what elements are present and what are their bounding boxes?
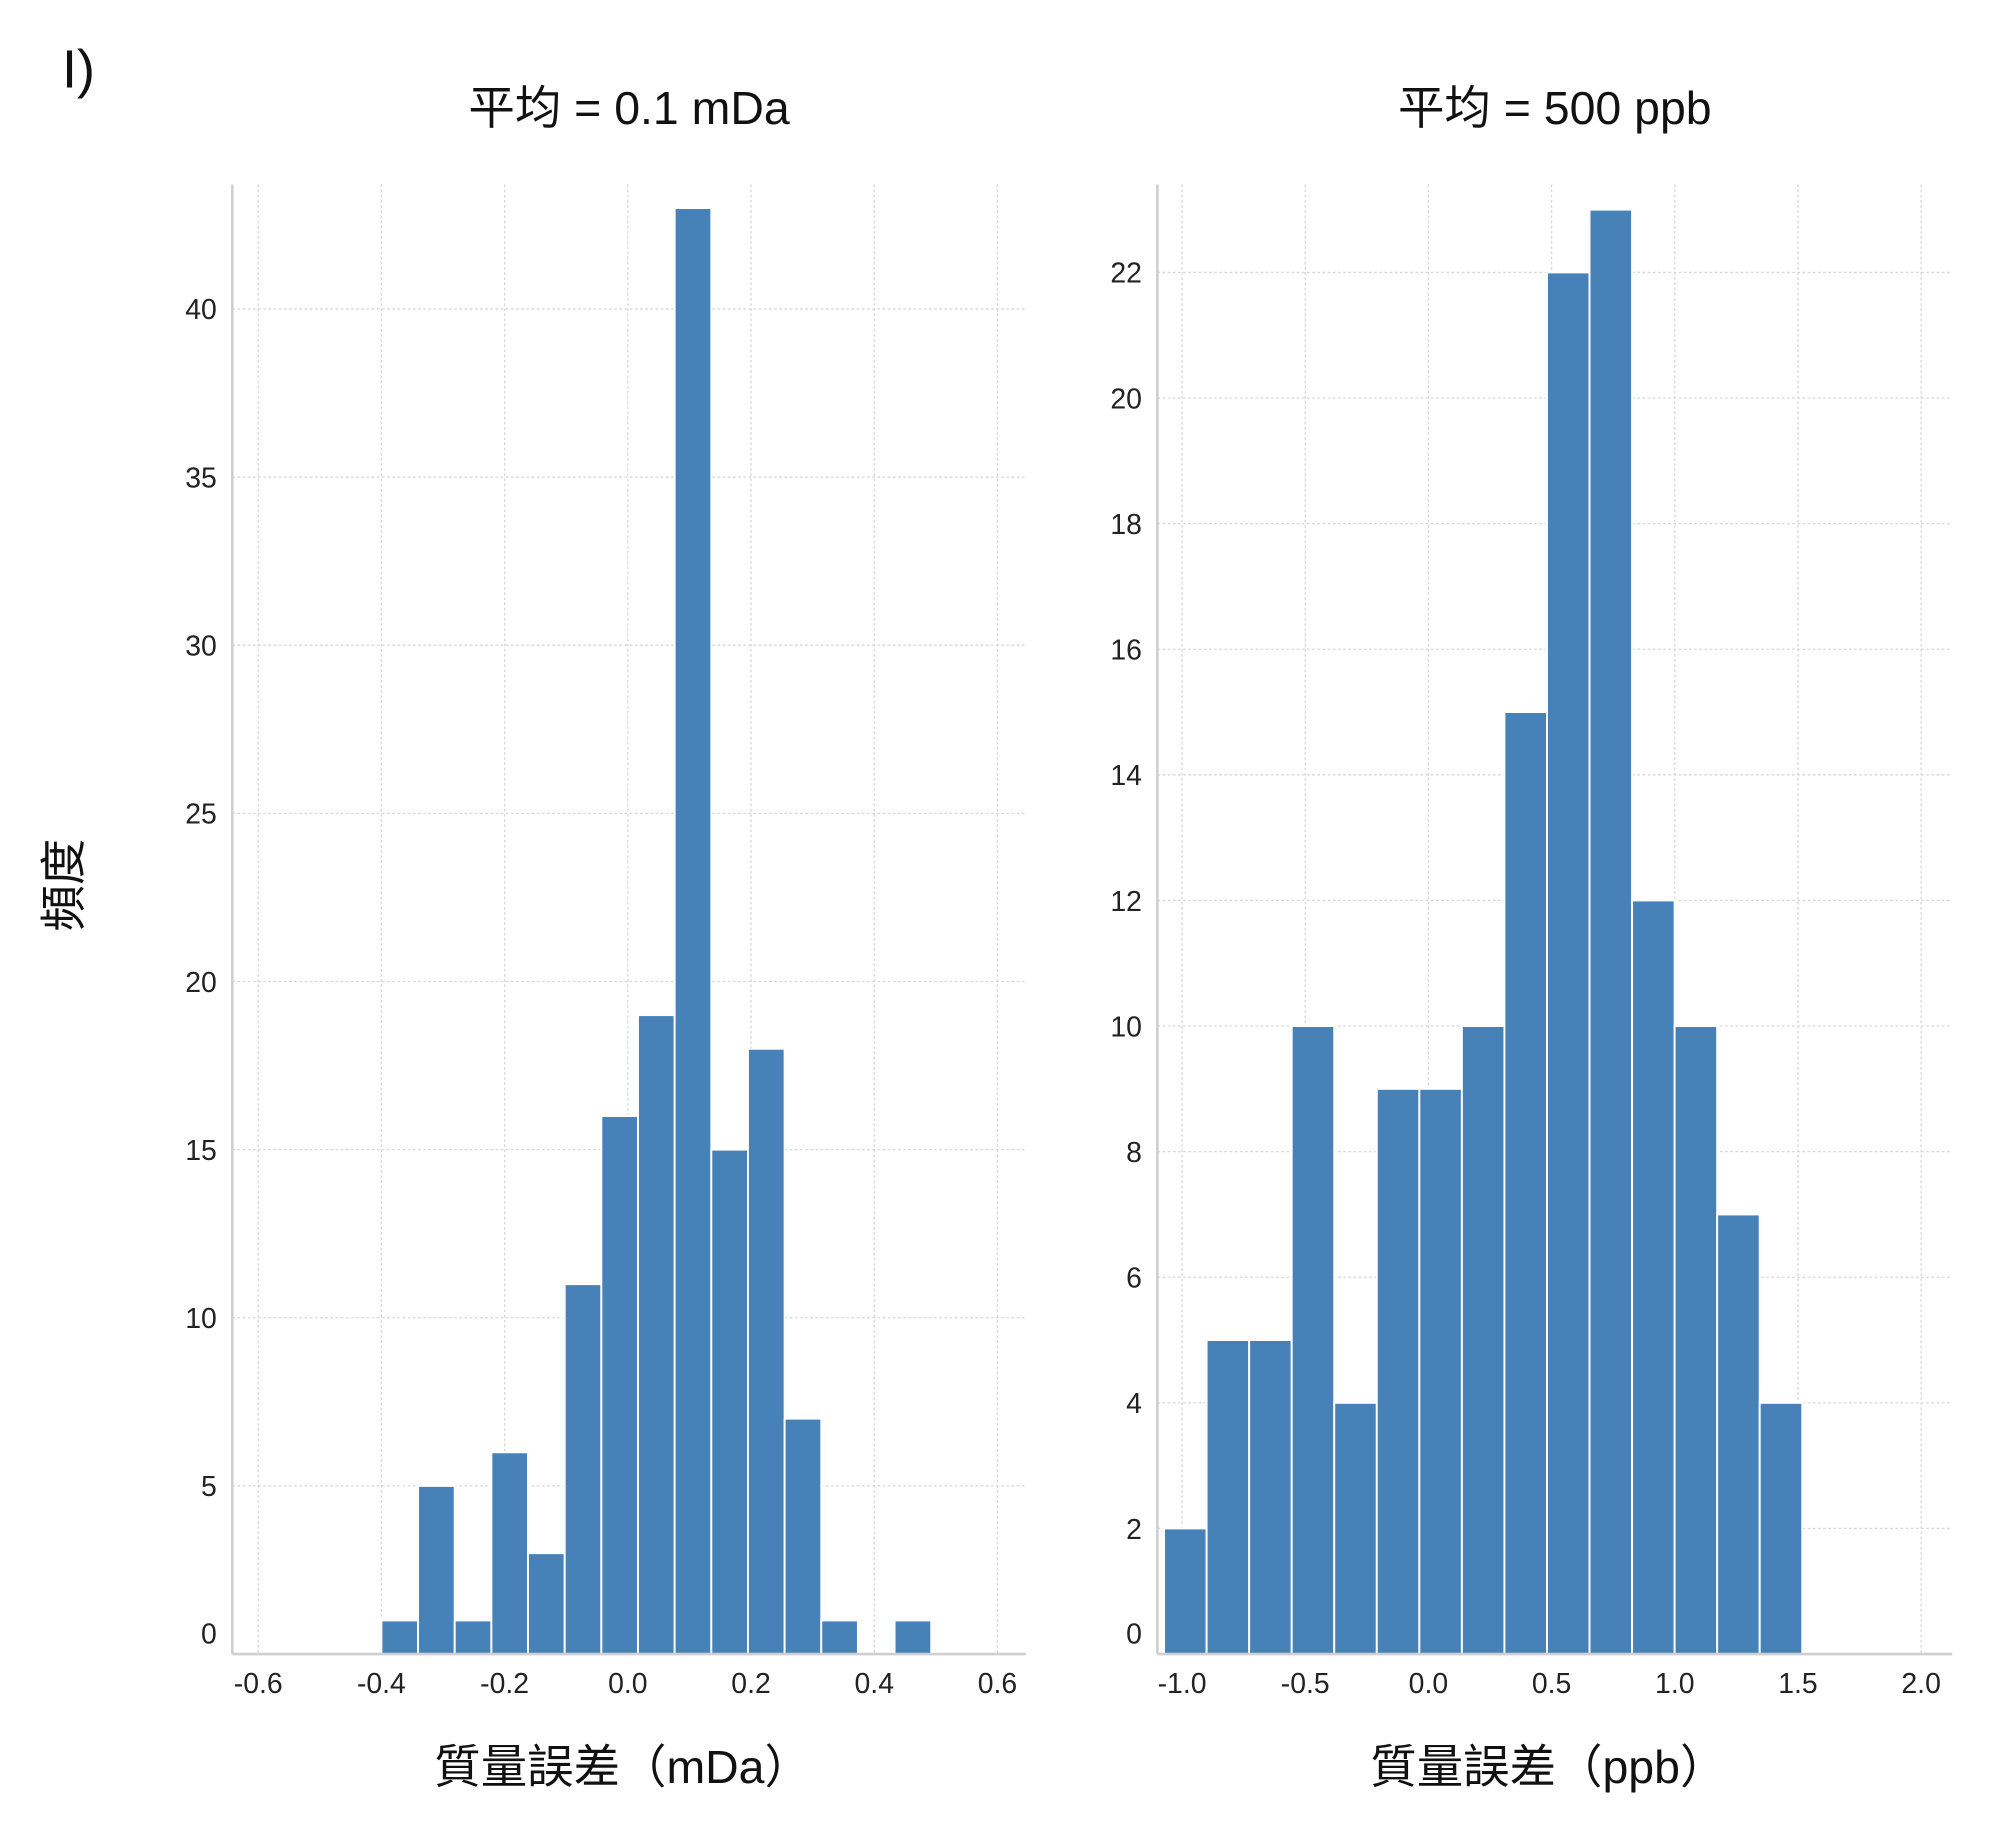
x-axis-label: 質量誤差（mDa） [434,1741,811,1793]
x-tick-label: -0.2 [480,1668,529,1700]
y-axis-label: 頻度 [38,839,90,932]
histogram-bar [1546,271,1591,1656]
y-tick-label: 4 [1126,1388,1142,1420]
histogram-bar [1290,1025,1336,1656]
x-tick-label: 0.4 [855,1668,894,1700]
histogram-bar [783,1417,823,1656]
y-tick-label: 0 [201,1619,217,1651]
x-axis-label: 質量誤差（ppb） [1370,1741,1726,1793]
histogram-bar [673,207,713,1656]
x-tick-label: 0.6 [978,1668,1017,1700]
y-tick-label: 12 [1110,886,1142,918]
histogram-bar [893,1619,933,1656]
x-tick-label: -0.4 [357,1668,406,1700]
x-tick-label: -0.5 [1281,1668,1330,1700]
x-tick-label: -0.6 [234,1668,283,1700]
y-tick-label: 10 [1110,1011,1142,1043]
y-tick-label: 18 [1110,509,1142,541]
histogram-bar [490,1451,529,1656]
y-tick-label: 6 [1126,1263,1142,1295]
histogram-bar [380,1619,420,1656]
chart-title: 平均 = 500 ppb [1398,82,1712,134]
x-tick-label: 0.0 [608,1668,647,1700]
histogram-bar [637,1014,676,1656]
panel-label: I) [62,40,95,100]
chart-title: 平均 = 0.1 mDa [468,82,789,134]
histogram-ppb: 0 2 4 6 8 10 12 14 16 18 20 22 -1.0 -0.5 0.0 0.5 1.0 1.5 2… [1110,82,1953,1793]
histogram-bar [1503,711,1548,1656]
y-tick-label: 5 [201,1471,217,1503]
y-tick-label: 16 [1110,635,1142,667]
x-tick-label: 0.2 [731,1668,770,1700]
y-tick-label: 10 [185,1303,217,1335]
histogram-bar [1248,1339,1293,1656]
y-tick-label: 15 [185,1135,217,1167]
x-tick-label: 2.0 [1901,1668,1940,1700]
histogram-bar [600,1115,639,1656]
histogram-bar [1163,1527,1208,1656]
y-tick-label: 22 [1110,258,1142,290]
histogram-bar [1716,1213,1761,1656]
histogram-bar [417,1484,456,1656]
x-tick-label: 1.0 [1655,1668,1694,1700]
histogram-bar [563,1283,603,1656]
y-tick-label: 40 [185,294,217,326]
y-tick-label: 30 [185,631,217,663]
x-tick-label: -1.0 [1158,1668,1207,1700]
histogram-bar [1205,1339,1251,1656]
histogram-bar [1631,899,1676,1656]
histogram-mda: 0 5 10 15 20 25 30 35 40 -0.6 -0.4 -0.2 0.0 0.2 0.4 0.6… [185,82,1026,1793]
histogram-bar [746,1047,786,1656]
histogram-bar [453,1619,493,1656]
histogram-bar [1460,1025,1506,1656]
y-tick-label: 14 [1110,760,1142,792]
y-tick-label: 25 [185,799,217,831]
histogram-bar [820,1619,859,1656]
x-tick-label: 0.5 [1532,1668,1571,1700]
y-tick-label: 20 [185,967,217,999]
histogram-bar [1375,1087,1421,1656]
histogram-bar [1333,1401,1378,1656]
y-tick-label: 2 [1126,1514,1142,1546]
x-tick-label: 0.0 [1409,1668,1448,1700]
histogram-bar [527,1552,566,1656]
histogram-bar [1418,1087,1463,1656]
histogram-bar [710,1148,749,1656]
histogram-bar [1588,208,1634,1656]
x-tick-label: 1.5 [1778,1668,1817,1700]
y-tick-label: 20 [1110,383,1142,415]
histogram-bar [1758,1401,1804,1656]
y-tick-label: 8 [1126,1137,1142,1169]
y-tick-label: 35 [185,462,217,494]
y-tick-label: 0 [1126,1619,1142,1651]
histogram-bar [1673,1025,1719,1656]
